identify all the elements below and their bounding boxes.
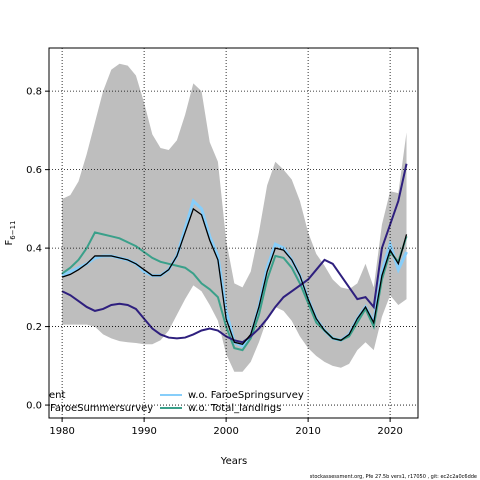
legend-label: w.o. FaroeSpringsurvey xyxy=(188,390,304,401)
series-line xyxy=(61,231,408,352)
legend-label: FaroeSummersurvey xyxy=(50,403,153,414)
plot-area xyxy=(61,63,408,372)
x-tick-label: 1990 xyxy=(131,426,156,437)
footer: stockassessment.org, Pfe 27.5b vers1, r1… xyxy=(310,474,477,480)
x-axis-label: Years xyxy=(220,456,247,467)
y-tick-label: 0.0 xyxy=(26,401,42,412)
y-axis-label: F6−11 xyxy=(4,221,17,246)
x-tick-label: 1980 xyxy=(49,426,74,437)
series-line xyxy=(61,207,408,345)
y-axis-label-sub: 6−11 xyxy=(9,221,17,240)
legend-label: w.o. Total_landings xyxy=(188,403,281,414)
x-tick-label: 2000 xyxy=(213,426,238,437)
x-tick-label: 2020 xyxy=(377,426,402,437)
y-tick-label: 0.4 xyxy=(26,244,42,255)
plot-frame xyxy=(48,47,419,419)
x-tick-label: 2010 xyxy=(295,426,320,437)
y-axis-label-main: F xyxy=(4,240,15,246)
confidence-band xyxy=(62,63,407,372)
y-tick-label: 0.6 xyxy=(26,165,42,176)
legend-label: ent xyxy=(49,390,65,401)
y-tick-label: 0.2 xyxy=(26,322,42,333)
y-tick-label: 0.8 xyxy=(26,87,42,98)
